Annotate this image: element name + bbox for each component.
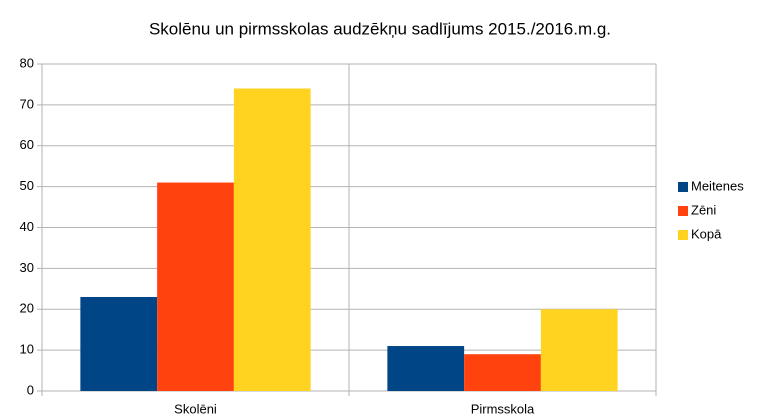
legend-label: Zēni bbox=[691, 202, 716, 217]
y-tick-label: 40 bbox=[20, 219, 34, 234]
legend-swatch bbox=[678, 230, 688, 240]
legend-label: Kopā bbox=[691, 226, 722, 241]
y-tick-label: 70 bbox=[20, 96, 34, 111]
legend-swatch bbox=[678, 182, 688, 192]
y-tick-label: 30 bbox=[20, 260, 34, 275]
bar bbox=[233, 88, 311, 392]
x-tick-label: Pirmsskola bbox=[471, 401, 535, 416]
y-tick-label: 60 bbox=[20, 137, 34, 152]
y-tick-label: 20 bbox=[20, 301, 34, 316]
bar bbox=[157, 182, 234, 391]
y-tick-label: 10 bbox=[20, 342, 34, 357]
chart-title: Skolēnu un pirmsskolas audzēkņu sadlījum… bbox=[149, 19, 611, 38]
legend-swatch bbox=[678, 206, 688, 216]
x-tick-label: Skolēni bbox=[174, 401, 217, 416]
bar bbox=[387, 346, 465, 391]
y-tick-label: 80 bbox=[20, 55, 34, 70]
y-tick-label: 0 bbox=[27, 382, 34, 397]
legend-label: Meitenes bbox=[691, 178, 744, 193]
bar bbox=[80, 296, 158, 391]
y-tick-label: 50 bbox=[20, 178, 34, 193]
bar bbox=[540, 309, 618, 391]
bar bbox=[464, 354, 541, 391]
